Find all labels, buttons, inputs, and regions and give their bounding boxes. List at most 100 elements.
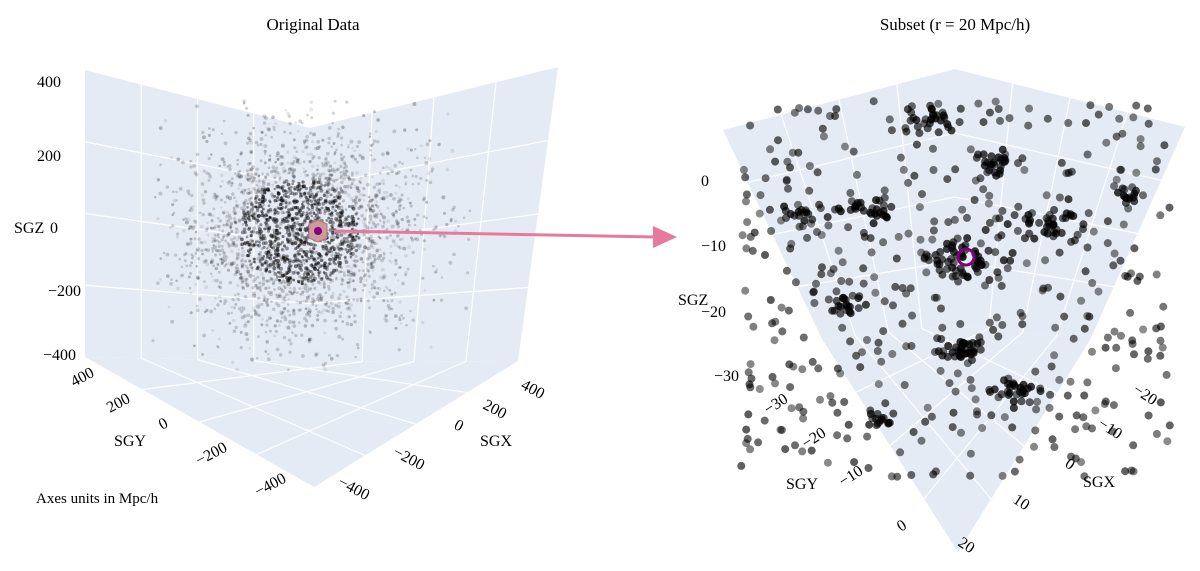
data-point (258, 305, 261, 309)
data-point (306, 242, 311, 246)
data-point (209, 272, 213, 275)
data-point (244, 174, 249, 179)
data-point (345, 217, 349, 222)
data-point (304, 299, 309, 303)
data-point (265, 172, 270, 177)
data-point (413, 217, 417, 221)
data-point (203, 190, 208, 194)
data-point (372, 295, 376, 300)
data-point (363, 222, 367, 227)
data-point (350, 272, 354, 277)
data-point (257, 174, 261, 178)
data-point (254, 240, 258, 244)
data-point (207, 172, 211, 176)
data-point (371, 204, 374, 207)
data-point (400, 313, 404, 317)
data-point (234, 172, 237, 175)
data-point (381, 276, 386, 280)
data-point (285, 227, 290, 232)
data-point (358, 192, 363, 197)
data-point (439, 298, 444, 302)
data-point (315, 168, 319, 172)
data-point (404, 273, 408, 277)
data-point (380, 267, 385, 272)
data-point (240, 258, 244, 262)
data-point (273, 271, 278, 276)
data-point (296, 263, 301, 267)
data-point (332, 141, 336, 145)
data-point (292, 138, 296, 142)
data-point (207, 133, 211, 137)
data-point (267, 166, 271, 170)
data-point (282, 257, 285, 260)
data-point (294, 191, 298, 196)
data-point (380, 197, 384, 201)
data-point (291, 331, 294, 334)
data-point (264, 330, 268, 334)
data-point (302, 167, 305, 170)
data-point (316, 314, 320, 317)
data-point (280, 287, 284, 291)
data-point (171, 224, 175, 228)
data-point (290, 242, 295, 246)
data-point (375, 291, 380, 296)
data-point (310, 263, 314, 267)
data-point (271, 218, 276, 223)
data-point (279, 206, 283, 211)
data-point (344, 247, 348, 252)
data-point (421, 276, 425, 280)
data-point (292, 155, 297, 160)
data-point (284, 201, 288, 205)
data-point (287, 368, 290, 372)
data-point (359, 276, 364, 281)
data-point (271, 115, 275, 120)
data-point (316, 146, 321, 150)
data-point (252, 242, 257, 247)
data-point (305, 200, 310, 204)
data-point (263, 215, 267, 219)
data-point (201, 213, 205, 217)
data-point (212, 264, 216, 268)
data-point (278, 353, 283, 357)
data-point (257, 179, 261, 183)
data-point (311, 140, 315, 144)
data-point (318, 172, 323, 177)
data-point (302, 139, 307, 143)
data-point (265, 319, 269, 323)
original-data-plot: Original Data 400 200 0 −200 −400 SGZ 40… (14, 15, 558, 507)
data-point (213, 247, 217, 251)
data-point (398, 265, 402, 270)
data-point (374, 203, 378, 207)
data-point (240, 306, 243, 309)
data-point (222, 223, 226, 227)
data-point (430, 169, 434, 173)
data-point (331, 306, 336, 311)
data-point (286, 293, 290, 297)
data-point (187, 275, 191, 279)
data-point (317, 216, 322, 220)
data-point (209, 261, 213, 265)
data-point (192, 225, 196, 230)
data-point (328, 273, 332, 277)
data-point (258, 230, 262, 234)
data-point (390, 292, 394, 296)
data-point (298, 321, 301, 324)
data-point (342, 237, 347, 241)
data-point (330, 294, 334, 299)
data-point (413, 217, 417, 221)
data-point (202, 169, 206, 173)
data-point (253, 172, 258, 176)
data-point (348, 308, 352, 312)
data-point (214, 224, 219, 229)
data-point (376, 223, 380, 226)
data-point (262, 254, 265, 258)
data-point (391, 214, 396, 218)
data-point (327, 353, 331, 357)
data-point (326, 240, 330, 244)
data-point (198, 211, 202, 215)
data-point (305, 267, 309, 271)
data-point (376, 118, 380, 122)
data-point (241, 279, 244, 283)
data-point (244, 281, 248, 285)
data-point (151, 339, 155, 343)
